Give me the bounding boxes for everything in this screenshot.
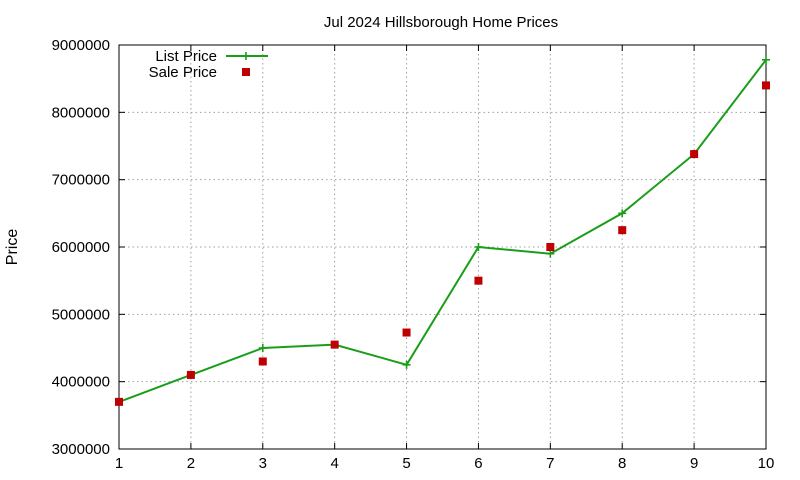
series-sale-price [115,81,770,406]
series-line [118,59,767,403]
y-tick-label: 7000000 [52,172,110,189]
data-point [474,276,483,285]
data-point [330,340,339,349]
data-point [762,55,770,64]
data-point [258,344,267,352]
y-tick-label: 6000000 [52,239,110,256]
y-tick-label: 5000000 [52,306,110,323]
data-point [546,249,555,258]
x-tick-label: 1 [115,455,123,472]
grid-lines [119,45,766,449]
data-point [115,397,123,406]
x-tick-label: 4 [330,455,338,472]
x-tick-label: 3 [259,455,267,472]
legend-marker [242,52,250,60]
y-tick-label: 8000000 [52,104,110,121]
y-tick-label: 9000000 [52,37,110,54]
x-tick-label: 7 [546,455,554,472]
legend-marker [242,68,250,76]
series-list-price [115,55,770,406]
data-point [402,360,411,369]
y-tick-label: 3000000 [52,441,110,458]
data-point [690,150,699,159]
data-point [618,209,627,218]
chart-title: Jul 2024 Hillsborough Home Prices [324,14,558,31]
data-point [618,226,627,235]
y-tick-label: 4000000 [52,374,110,391]
x-tick-label: 2 [187,455,195,472]
legend-label: Sale Price [149,64,217,81]
data-point [546,243,555,251]
legend-label: List Price [155,48,217,65]
x-tick-label: 6 [474,455,482,472]
data-point [474,243,483,251]
y-axis-label: Price [4,229,21,266]
axis-ticks: 1 2 3 4 5 6 7 8 9 10 3000000 4000000 5000000 6000000 7… [52,37,775,472]
x-tick-label: 5 [402,455,410,472]
data-point [762,81,770,90]
x-tick-label: 8 [618,455,626,472]
data-point [186,370,195,379]
x-tick-label: 9 [690,455,698,472]
data-series [115,55,770,406]
data-point [258,357,267,366]
data-point [402,328,411,337]
x-tick-label: 10 [758,455,775,472]
